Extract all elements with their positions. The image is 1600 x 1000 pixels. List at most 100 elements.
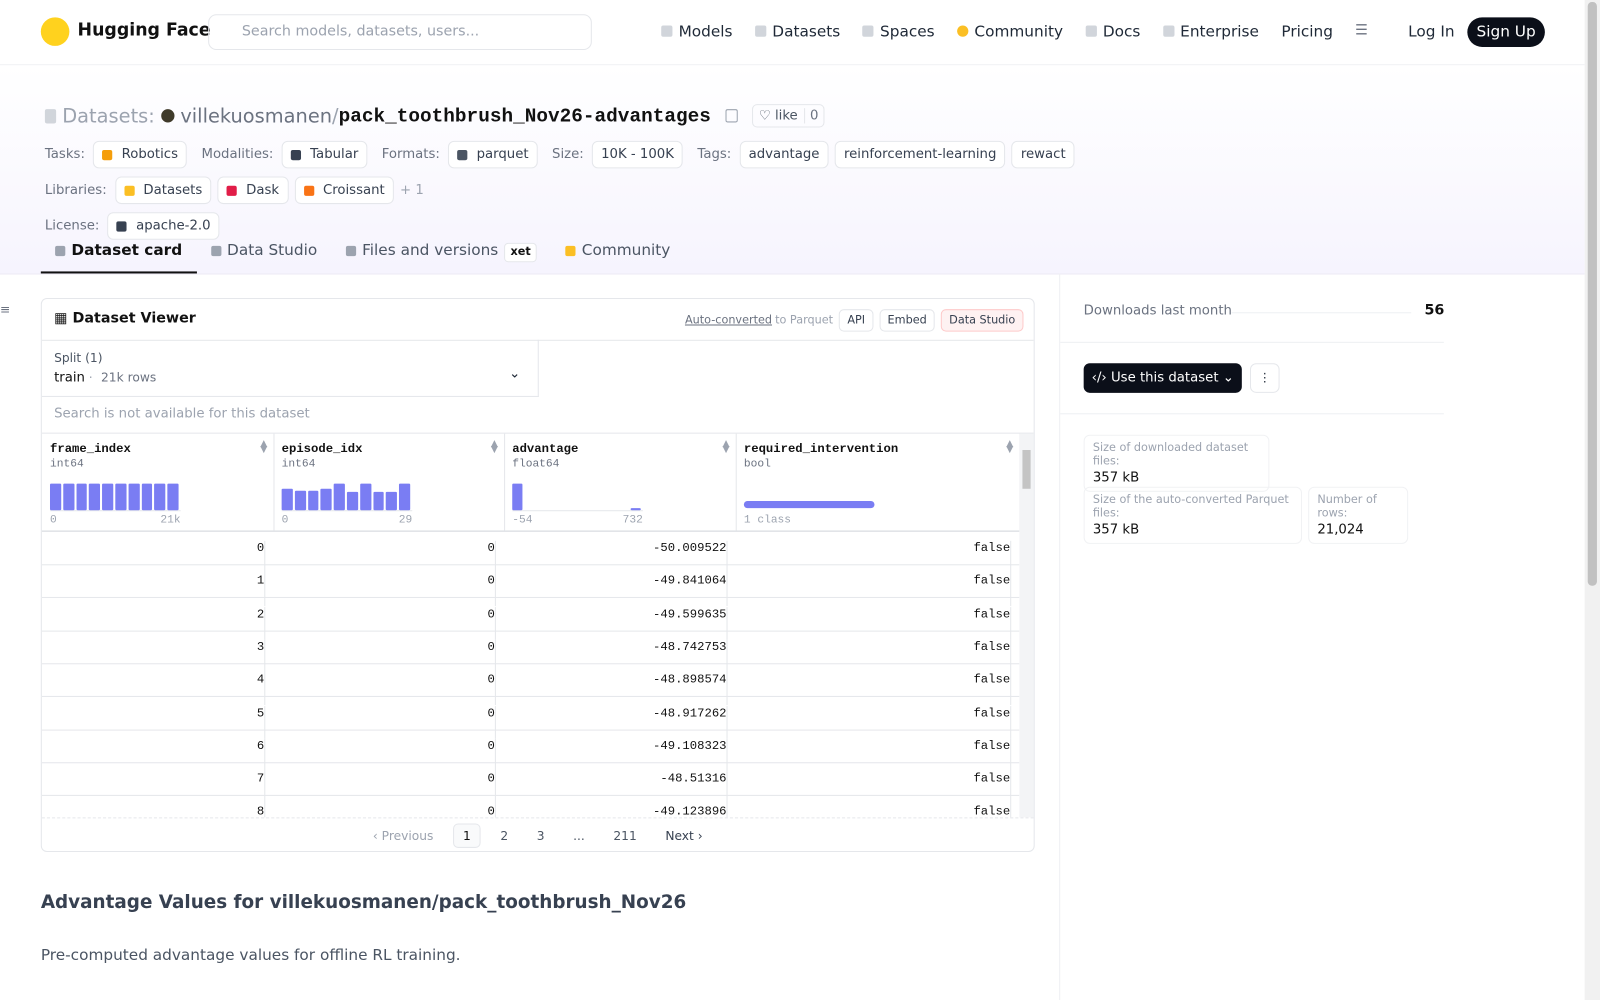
separator: / bbox=[332, 104, 339, 128]
viewer-button[interactable]: Data Studio bbox=[941, 309, 1024, 332]
tag[interactable]: 10K - 100K bbox=[591, 140, 684, 169]
more-button[interactable]: ⋮ bbox=[1249, 363, 1280, 393]
login[interactable]: Log In bbox=[1408, 22, 1455, 41]
tag[interactable]: parquet bbox=[448, 140, 538, 169]
divider bbox=[1060, 341, 1444, 343]
sidebar-toggle[interactable]: ≡ bbox=[0, 302, 11, 317]
scroll-thumb[interactable] bbox=[1022, 449, 1031, 489]
tab[interactable]: Dataset card bbox=[40, 235, 197, 274]
histogram-bar bbox=[743, 501, 875, 509]
sort-icon[interactable]: ▲ ▼ bbox=[490, 438, 498, 456]
pagination: ‹ Previous 1 2 3... 211 Next › bbox=[41, 817, 1034, 851]
page-scroll-thumb[interactable] bbox=[1587, 2, 1597, 586]
menu-icon[interactable]: ☰ bbox=[1355, 22, 1368, 39]
signup[interactable]: Sign Up bbox=[1467, 17, 1545, 47]
tab[interactable]: Data Studio bbox=[196, 235, 331, 274]
column-name: required_intervention bbox=[743, 441, 899, 457]
tag[interactable]: rewact bbox=[1011, 140, 1075, 169]
nav-link[interactable]: Datasets bbox=[755, 22, 840, 40]
column-type: int64 bbox=[49, 458, 84, 471]
use-dataset-button[interactable]: ‹/› Use this dataset ⌄ bbox=[1083, 363, 1242, 393]
table-cell: false bbox=[736, 771, 1012, 805]
next-label: Next bbox=[665, 828, 694, 843]
downloads-sparkline bbox=[1231, 312, 1412, 314]
nav-link[interactable]: Enterprise bbox=[1163, 22, 1259, 40]
tag[interactable]: Croissant bbox=[294, 176, 394, 205]
tab[interactable]: Community bbox=[551, 235, 684, 274]
next-page[interactable]: Next › bbox=[665, 828, 703, 843]
search-box[interactable]: Search models, datasets, users... bbox=[208, 14, 592, 50]
range-min: 1 class bbox=[743, 514, 792, 527]
scrollbar[interactable] bbox=[1019, 433, 1034, 818]
more-tags[interactable]: + 1 bbox=[400, 182, 424, 198]
viewer-button[interactable]: Embed bbox=[879, 309, 935, 332]
tag[interactable]: reinforcement-learning bbox=[834, 140, 1006, 169]
meta-group: Libraries: Datasets Dask Croissant + 1 bbox=[45, 176, 424, 205]
table-cell: 0 bbox=[42, 540, 266, 574]
viewer-button[interactable]: API bbox=[839, 309, 874, 332]
nav-link[interactable]: Spaces bbox=[863, 22, 935, 40]
like-button[interactable]: ♡ like 0 bbox=[751, 104, 825, 128]
button-label: Data Studio bbox=[949, 313, 1016, 327]
table-cell: 0 bbox=[273, 540, 496, 574]
prev-page[interactable]: ‹ Previous bbox=[372, 828, 434, 843]
page-scrollbar[interactable] bbox=[1584, 0, 1600, 1000]
page-number[interactable]: 3 bbox=[536, 828, 545, 843]
page-number[interactable]: ... bbox=[573, 828, 585, 843]
tab-label: Community bbox=[581, 240, 671, 260]
tag-icon bbox=[116, 220, 127, 232]
split-name: train bbox=[54, 370, 85, 386]
histogram-bar bbox=[89, 483, 101, 511]
nav-link[interactable]: Models bbox=[661, 22, 733, 40]
page-number[interactable]: 2 bbox=[500, 828, 509, 843]
tag[interactable]: Robotics bbox=[93, 140, 188, 169]
tag-icon bbox=[102, 149, 113, 160]
histogram-bar bbox=[294, 491, 306, 511]
histogram-bar bbox=[320, 488, 332, 511]
dataset-viewer: ▦ Dataset Viewer Auto-converted to Parqu… bbox=[40, 297, 1035, 853]
nav-link[interactable]: Pricing bbox=[1281, 22, 1333, 41]
section: Datasets: bbox=[62, 104, 155, 128]
tag[interactable]: Tabular bbox=[281, 140, 368, 169]
tag[interactable]: Dask bbox=[217, 176, 289, 205]
sort-icon[interactable]: ▲ ▼ bbox=[1006, 438, 1014, 456]
range-max: 732 bbox=[622, 514, 643, 527]
table-cell: false bbox=[736, 639, 1012, 673]
table-cell: 0 bbox=[273, 573, 496, 607]
to-parquet: to Parquet bbox=[775, 313, 834, 327]
page-number[interactable]: 211 bbox=[613, 828, 637, 843]
split-selector[interactable]: Split (1) train · 21k rows ⌄ bbox=[41, 339, 539, 397]
column-name: episode_idx bbox=[281, 441, 363, 457]
histogram-bar bbox=[49, 483, 62, 511]
stat-value: 357 kB bbox=[1092, 470, 1140, 486]
stat-box: Number of rows: 21,024 bbox=[1308, 486, 1409, 544]
search-placeholder: Search models, datasets, users... bbox=[241, 23, 480, 40]
auto-converted[interactable]: Auto-converted bbox=[684, 313, 773, 327]
tab[interactable]: Files and versions xet bbox=[332, 235, 552, 274]
histogram-bar bbox=[307, 491, 319, 511]
meta-group: Size: 10K - 100K bbox=[552, 140, 689, 169]
dataset-name[interactable]: pack_toothbrush_Nov26-advantages bbox=[338, 104, 711, 128]
sort-icon[interactable]: ▲ ▼ bbox=[260, 438, 268, 456]
histogram-bar bbox=[63, 483, 75, 511]
table-row: 5 0 -48.917262 false bbox=[41, 696, 1020, 739]
tag-text: Robotics bbox=[121, 146, 179, 163]
sort-icon[interactable]: ▲ ▼ bbox=[722, 438, 730, 456]
tag[interactable]: advantage bbox=[739, 140, 829, 169]
copy-icon[interactable] bbox=[725, 109, 738, 123]
brand[interactable]: Hugging Face bbox=[77, 20, 211, 41]
owner[interactable]: villekuosmanen bbox=[180, 104, 333, 128]
logo[interactable] bbox=[40, 17, 70, 46]
nav-link[interactable]: Docs bbox=[1085, 22, 1141, 40]
page-number[interactable]: 1 bbox=[452, 822, 481, 848]
tag[interactable]: apache-2.0 bbox=[107, 212, 220, 240]
tabs: Dataset card Data Studio Files and version… bbox=[40, 235, 685, 274]
viewer-title-text: Dataset Viewer bbox=[72, 310, 196, 327]
histogram-bar bbox=[359, 483, 372, 511]
nav-link[interactable]: Community bbox=[957, 22, 1063, 40]
histogram bbox=[49, 483, 181, 512]
stat-box: Size of downloaded dataset files: 357 kB bbox=[1083, 434, 1270, 492]
tag[interactable]: Datasets bbox=[114, 176, 212, 205]
tag-icon bbox=[290, 149, 301, 160]
